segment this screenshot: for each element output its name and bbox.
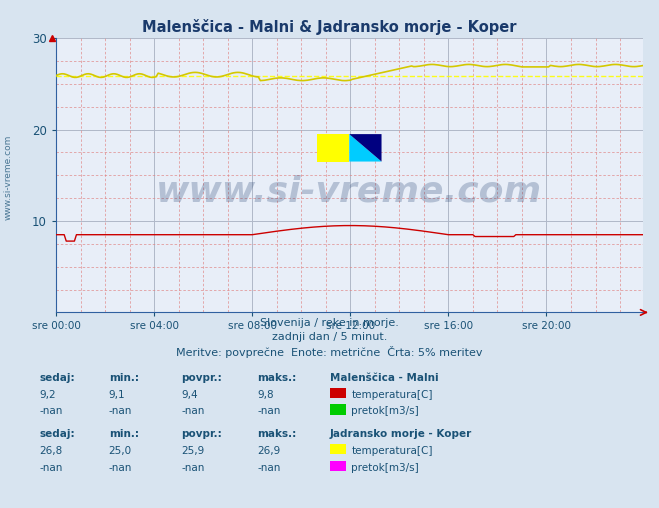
Text: min.:: min.: — [109, 373, 139, 384]
Polygon shape — [349, 134, 382, 162]
Text: -nan: -nan — [40, 463, 63, 473]
Text: Jadransko morje - Koper: Jadransko morje - Koper — [330, 429, 472, 439]
Text: 9,4: 9,4 — [181, 390, 198, 400]
Text: -nan: -nan — [181, 463, 204, 473]
Text: 9,1: 9,1 — [109, 390, 125, 400]
Text: maks.:: maks.: — [257, 373, 297, 384]
Text: -nan: -nan — [40, 406, 63, 417]
Text: 26,9: 26,9 — [257, 446, 280, 456]
Text: temperatura[C]: temperatura[C] — [351, 446, 433, 456]
Text: www.si-vreme.com: www.si-vreme.com — [156, 175, 542, 209]
Text: 25,0: 25,0 — [109, 446, 132, 456]
Text: -nan: -nan — [257, 406, 280, 417]
Text: pretok[m3/s]: pretok[m3/s] — [351, 463, 419, 473]
Text: povpr.:: povpr.: — [181, 373, 222, 384]
Text: sedaj:: sedaj: — [40, 373, 75, 384]
Text: Malenščica - Malni: Malenščica - Malni — [330, 373, 438, 384]
Text: Slovenija / reke in morje.: Slovenija / reke in morje. — [260, 318, 399, 328]
Text: maks.:: maks.: — [257, 429, 297, 439]
Text: www.si-vreme.com: www.si-vreme.com — [3, 135, 13, 220]
Text: 25,9: 25,9 — [181, 446, 204, 456]
Text: zadnji dan / 5 minut.: zadnji dan / 5 minut. — [272, 332, 387, 342]
Text: temperatura[C]: temperatura[C] — [351, 390, 433, 400]
Text: -nan: -nan — [109, 463, 132, 473]
Text: Meritve: povprečne  Enote: metrične  Črta: 5% meritev: Meritve: povprečne Enote: metrične Črta:… — [176, 346, 483, 358]
Text: -nan: -nan — [109, 406, 132, 417]
Text: povpr.:: povpr.: — [181, 429, 222, 439]
Text: -nan: -nan — [181, 406, 204, 417]
Text: 26,8: 26,8 — [40, 446, 63, 456]
Bar — [317, 134, 349, 162]
Text: sedaj:: sedaj: — [40, 429, 75, 439]
Text: pretok[m3/s]: pretok[m3/s] — [351, 406, 419, 417]
Text: Malenščica - Malni & Jadransko morje - Koper: Malenščica - Malni & Jadransko morje - K… — [142, 19, 517, 35]
Text: 9,2: 9,2 — [40, 390, 56, 400]
Text: 9,8: 9,8 — [257, 390, 273, 400]
Text: -nan: -nan — [257, 463, 280, 473]
Text: min.:: min.: — [109, 429, 139, 439]
Polygon shape — [349, 134, 382, 162]
